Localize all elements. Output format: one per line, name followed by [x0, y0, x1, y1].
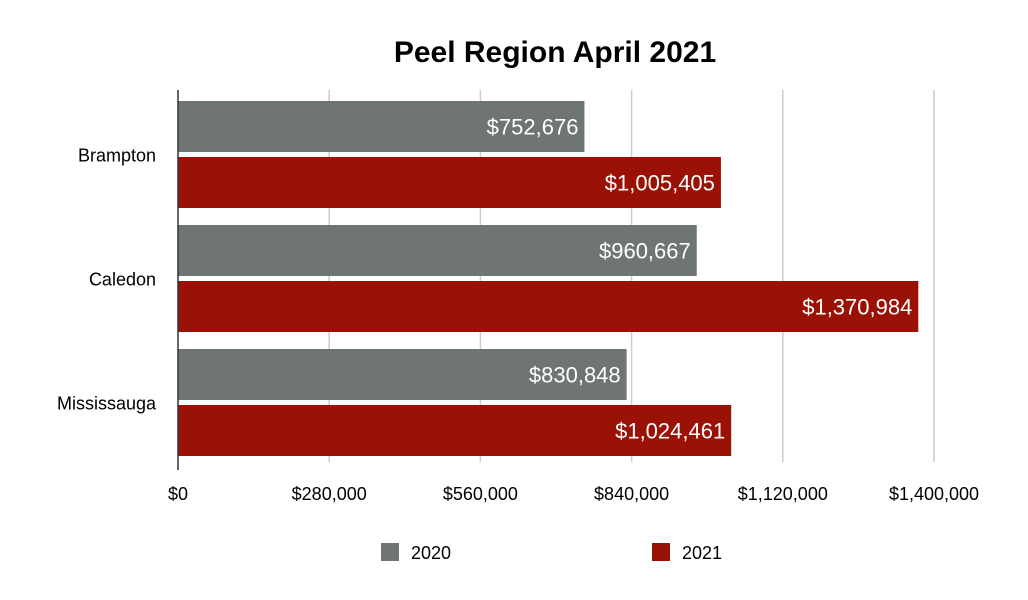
chart-title: Peel Region April 2021	[394, 36, 716, 69]
legend-label-2021: 2021	[682, 543, 722, 563]
category-label: Brampton	[78, 146, 156, 166]
x-tick-label: $560,000	[443, 484, 518, 504]
data-label: $1,024,461	[615, 419, 725, 444]
x-tick-label: $1,400,000	[889, 484, 979, 504]
x-tick-label: $280,000	[292, 484, 367, 504]
bar-mississauga-2021	[178, 405, 732, 456]
data-label: $1,370,984	[802, 295, 912, 320]
axes: Brampton Caledon Mississauga $0 $280,000 $560…	[57, 90, 979, 504]
legend-swatch-2020	[381, 543, 399, 561]
category-label: Mississauga	[57, 394, 157, 414]
legend-label-2020: 2020	[411, 543, 451, 563]
legend-swatch-2021	[652, 543, 670, 561]
bar-caledon-2020	[178, 225, 697, 276]
data-labels: $752,676 $1,005,405 $960,667 $1,370,984 $830…	[487, 115, 913, 444]
bar-brampton-2020	[178, 101, 585, 152]
x-tick-label: $1,120,000	[738, 484, 828, 504]
x-tick-label: $840,000	[594, 484, 669, 504]
bar-mississauga-2020	[178, 349, 627, 400]
data-label: $752,676	[487, 115, 579, 140]
data-label: $1,005,405	[605, 171, 715, 196]
category-label: Caledon	[89, 270, 156, 290]
bar-caledon-2021	[178, 281, 919, 332]
x-tick-label: $0	[168, 484, 188, 504]
data-label: $960,667	[599, 239, 691, 264]
bar-brampton-2021	[178, 157, 721, 208]
data-label: $830,848	[529, 363, 621, 388]
legend: 2020 2021	[381, 543, 722, 563]
bars	[178, 101, 919, 456]
